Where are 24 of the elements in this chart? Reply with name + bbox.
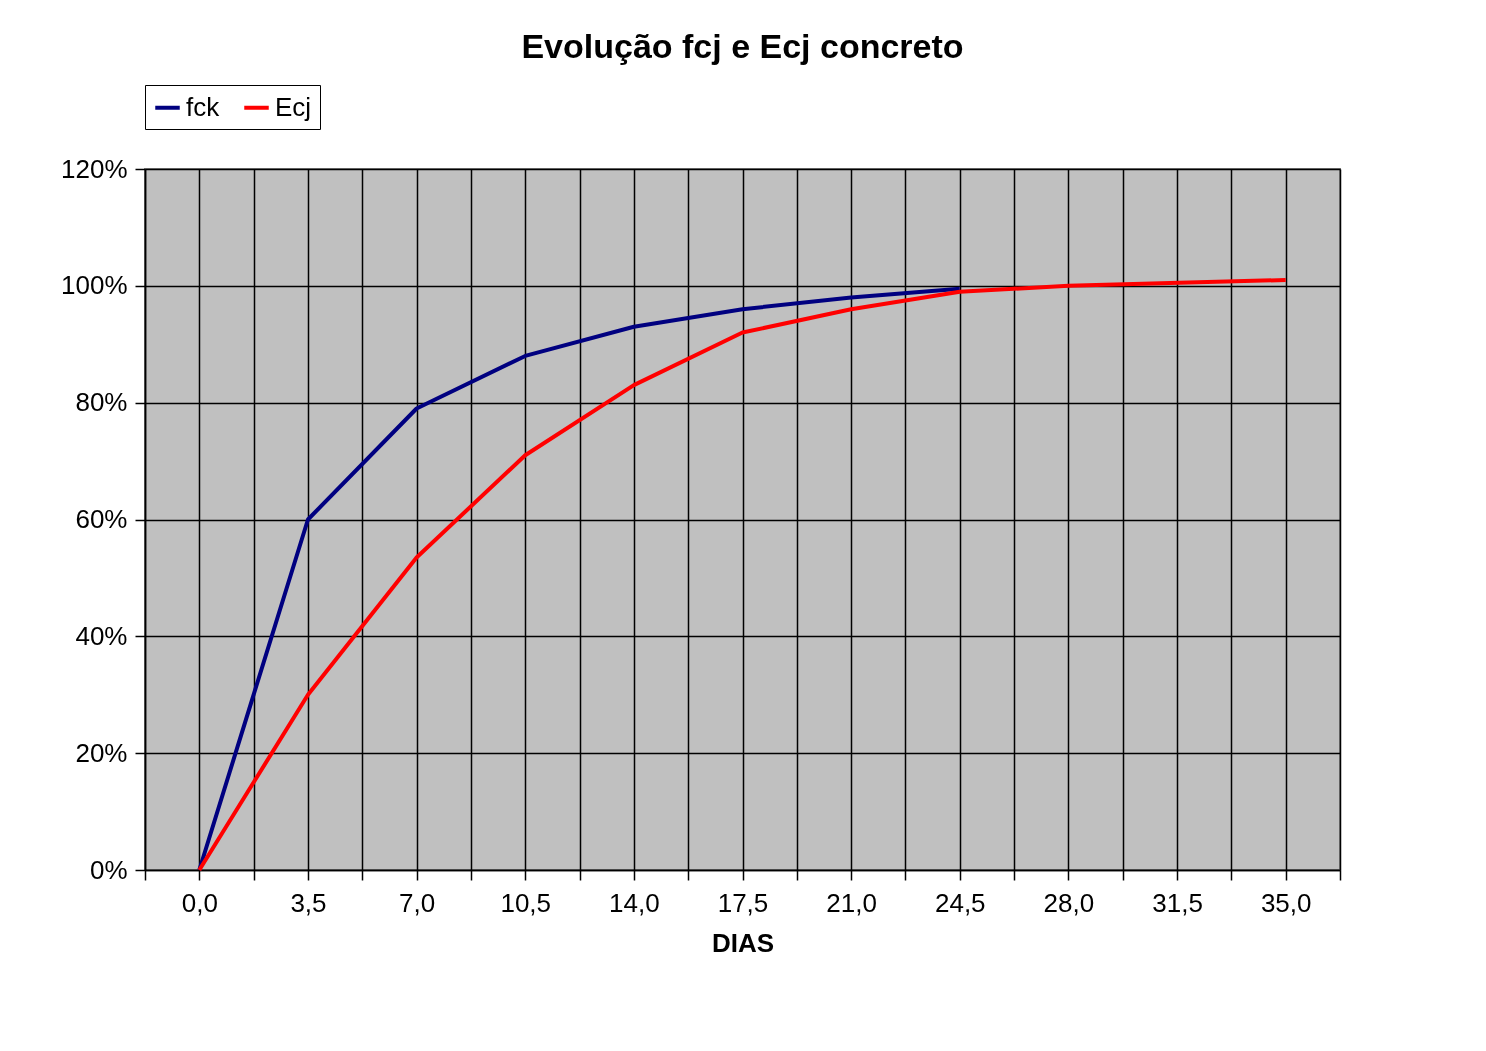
x-tick-label: 21,0 xyxy=(826,887,877,918)
line-series xyxy=(197,277,1288,872)
chart-title: Evolução fcj e Ecj concreto xyxy=(521,26,964,65)
x-tick-label: 35,0 xyxy=(1260,887,1312,918)
x-tick-label: 10,5 xyxy=(500,887,552,918)
y-tick-label: 0% xyxy=(89,854,128,885)
y-tick-label: 60% xyxy=(75,504,128,534)
y-tick-label: 40% xyxy=(75,620,128,651)
y-tick-label: 100% xyxy=(61,270,128,301)
x-tick-label: 3,5 xyxy=(290,887,327,918)
x-tick-label: 14,0 xyxy=(609,887,660,918)
y-tick-label: 80% xyxy=(75,387,128,418)
x-tick-label: 28,0 xyxy=(1043,887,1095,918)
y-tick-label: 20% xyxy=(75,737,128,768)
legend-label: Ecj xyxy=(275,91,312,122)
line-series xyxy=(197,286,962,872)
x-axis-title: DIAS xyxy=(711,927,775,958)
x-tick-label: 31,5 xyxy=(1152,887,1203,918)
x-tick-label: 17,5 xyxy=(717,887,769,918)
x-tick-label: 7,0 xyxy=(399,887,436,918)
y-tick-label: 120% xyxy=(61,153,128,184)
x-tick-label: 0,0 xyxy=(181,887,218,918)
legend-label: fck xyxy=(186,91,221,122)
x-tick-label: 24,5 xyxy=(934,887,986,918)
